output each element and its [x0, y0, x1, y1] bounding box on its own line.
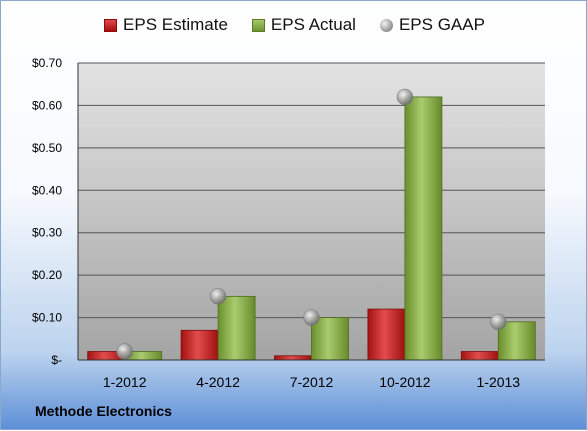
bar-eps-actual — [311, 317, 349, 361]
legend-swatch-estimate — [104, 18, 118, 32]
y-tick-label: $0.50 — [32, 141, 62, 155]
marker-eps-gaap — [396, 88, 414, 106]
legend-item-estimate: EPS Estimate — [104, 15, 228, 35]
bar-eps-estimate — [180, 329, 219, 361]
x-tick-label: 4-2012 — [196, 374, 240, 390]
y-tick-label: $0.10 — [32, 311, 62, 325]
bar-eps-estimate — [274, 355, 312, 361]
legend-item-actual: EPS Actual — [251, 15, 356, 35]
x-tick-label: 7-2012 — [290, 374, 334, 390]
x-tick-label: 1-2012 — [103, 374, 147, 390]
bar-eps-estimate — [460, 351, 499, 361]
y-tick-label: $0.60 — [32, 98, 62, 112]
bar-eps-actual — [497, 321, 536, 361]
bar-eps-actual — [404, 96, 443, 361]
marker-eps-gaap — [490, 313, 507, 331]
y-tick-label: $0.40 — [32, 183, 62, 197]
x-tick-label: 10-2012 — [379, 374, 431, 390]
x-tick-label: 1-2013 — [477, 374, 521, 390]
marker-eps-gaap — [209, 288, 227, 305]
company-label: Methode Electronics — [35, 403, 172, 419]
y-tick-label: $0.20 — [32, 268, 62, 282]
bar-eps-estimate — [367, 308, 406, 361]
legend-swatch-gaap — [379, 18, 393, 32]
bar-eps-actual — [217, 295, 256, 361]
legend-swatch-actual — [251, 18, 265, 32]
legend-label-actual: EPS Actual — [270, 15, 356, 34]
legend-label-gaap: EPS GAAP — [398, 15, 485, 34]
marker-eps-gaap — [303, 309, 320, 326]
legend: EPS Estimate EPS Actual EPS GAAP — [1, 15, 587, 35]
marker-eps-gaap — [116, 343, 133, 360]
y-tick-label: $0.30 — [32, 226, 62, 240]
y-tick-label: $- — [51, 353, 62, 367]
legend-item-gaap: EPS GAAP — [379, 15, 485, 35]
y-tick-label: $0.70 — [32, 56, 62, 70]
legend-label-estimate: EPS Estimate — [123, 15, 228, 34]
